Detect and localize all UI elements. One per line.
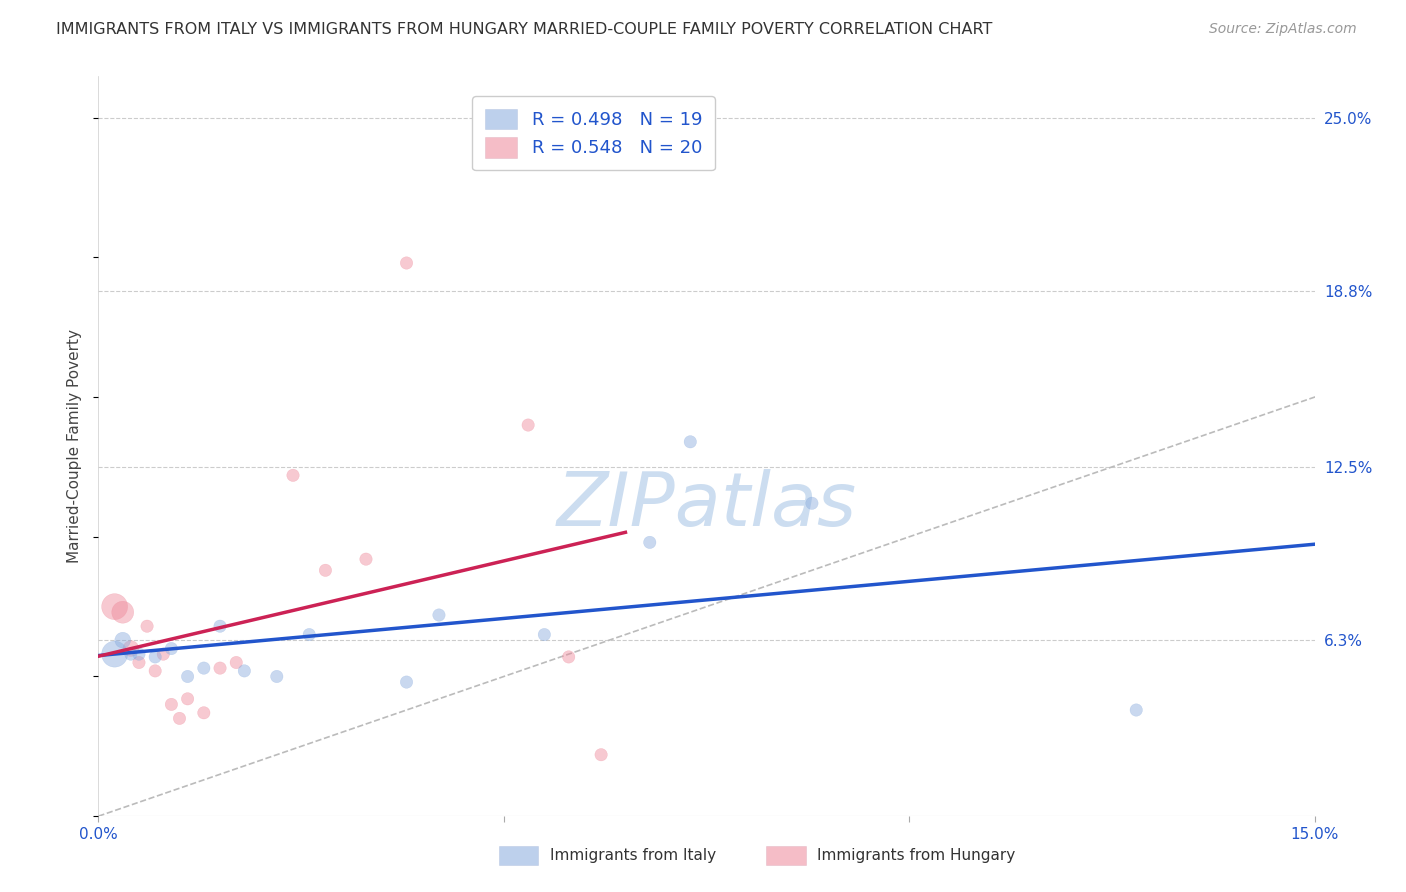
- Point: [160, 641, 183, 656]
- Point: [209, 661, 232, 675]
- Text: IMMIGRANTS FROM ITALY VS IMMIGRANTS FROM HUNGARY MARRIED-COUPLE FAMILY POVERTY C: IMMIGRANTS FROM ITALY VS IMMIGRANTS FROM…: [56, 22, 993, 37]
- Legend: R = 0.498   N = 19, R = 0.548   N = 20: R = 0.498 N = 19, R = 0.548 N = 20: [472, 96, 716, 170]
- Point: [169, 711, 191, 725]
- Point: [193, 706, 215, 720]
- Text: ZIPatlas: ZIPatlas: [557, 469, 856, 541]
- Point: [176, 669, 198, 683]
- Point: [1125, 703, 1147, 717]
- Point: [225, 656, 247, 670]
- Point: [395, 675, 418, 690]
- Point: [427, 607, 450, 622]
- Point: [104, 647, 127, 661]
- Point: [638, 535, 661, 549]
- Point: [128, 647, 150, 661]
- Point: [193, 661, 215, 675]
- Point: [281, 468, 304, 483]
- Point: [160, 698, 183, 712]
- Point: [128, 656, 150, 670]
- Point: [298, 627, 321, 641]
- Point: [111, 633, 134, 648]
- Point: [591, 747, 613, 762]
- Y-axis label: Married-Couple Family Poverty: Married-Couple Family Poverty: [67, 329, 83, 563]
- Point: [233, 664, 256, 678]
- Point: [143, 664, 166, 678]
- Point: [209, 619, 232, 633]
- Point: [120, 647, 142, 661]
- Point: [152, 647, 174, 661]
- Text: Immigrants from Hungary: Immigrants from Hungary: [817, 848, 1015, 863]
- Point: [533, 627, 555, 641]
- Text: Immigrants from Italy: Immigrants from Italy: [550, 848, 716, 863]
- Point: [111, 605, 134, 619]
- Point: [800, 496, 823, 510]
- Point: [120, 641, 142, 656]
- Point: [395, 256, 418, 270]
- Point: [314, 563, 336, 577]
- Point: [266, 669, 288, 683]
- Point: [557, 649, 579, 664]
- Text: Source: ZipAtlas.com: Source: ZipAtlas.com: [1209, 22, 1357, 37]
- Point: [143, 649, 166, 664]
- Point: [679, 434, 702, 449]
- Point: [104, 599, 127, 614]
- Point: [136, 619, 159, 633]
- Point: [517, 418, 540, 433]
- Point: [176, 691, 198, 706]
- Point: [354, 552, 377, 566]
